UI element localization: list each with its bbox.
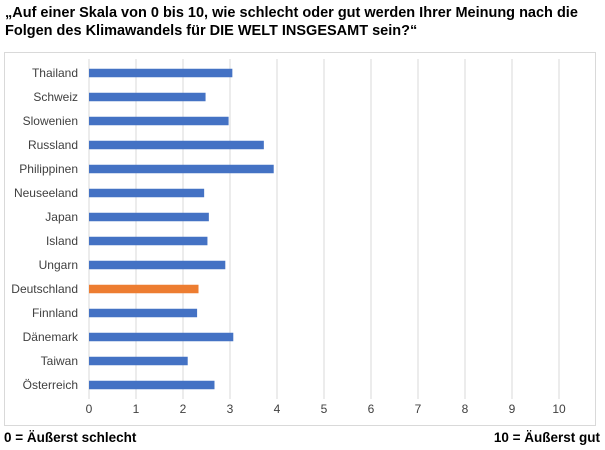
bar — [89, 68, 233, 78]
bar — [89, 140, 264, 150]
chart-title: „Auf einer Skala von 0 bis 10, wie schle… — [5, 5, 578, 39]
y-category-label: Ungarn — [39, 258, 78, 272]
y-category-label: Neuseeland — [14, 186, 78, 200]
y-category-label: Taiwan — [41, 354, 78, 368]
bar — [89, 164, 274, 174]
y-category-label: Österreich — [23, 378, 78, 392]
y-category-label: Slowenien — [23, 114, 78, 128]
bar — [89, 188, 205, 198]
y-category-label: Finnland — [32, 306, 78, 320]
bar — [89, 116, 229, 126]
chart-area: 0 1 2 3 4 5 6 7 8 9 10 Thailand Schweiz Slowenien Russ… — [4, 52, 596, 426]
bar — [89, 308, 198, 318]
scale-min-label: 0 = Äußerst schlecht — [4, 430, 137, 445]
x-tick-label: 5 — [321, 402, 328, 416]
bar — [89, 92, 206, 102]
y-category-label: Schweiz — [33, 90, 78, 104]
bar-chart: 0 1 2 3 4 5 6 7 8 9 10 Thailand Schweiz Slowenien Russ… — [11, 59, 566, 416]
x-tick-label: 0 — [86, 402, 93, 416]
x-tick-label: 2 — [180, 402, 187, 416]
y-category-label: Philippinen — [19, 162, 78, 176]
y-category-label: Deutschland — [11, 282, 78, 296]
x-tick-label: 6 — [368, 402, 375, 416]
scale-max-label: 10 = Äußerst gut — [493, 430, 600, 445]
x-tick-label: 8 — [462, 402, 469, 416]
bar — [89, 260, 226, 270]
y-category-label: Island — [46, 234, 78, 248]
y-category-label: Dänemark — [23, 330, 79, 344]
y-category-label: Japan — [45, 210, 78, 224]
bar — [89, 380, 215, 390]
bar — [89, 284, 199, 294]
x-tick-label: 7 — [415, 402, 422, 416]
bar — [89, 212, 209, 222]
y-category-label: Russland — [28, 138, 78, 152]
x-tick-label: 9 — [509, 402, 516, 416]
bar — [89, 332, 234, 342]
x-tick-label: 3 — [227, 402, 234, 416]
x-tick-label: 1 — [133, 402, 140, 416]
x-tick-label: 10 — [552, 402, 566, 416]
bar — [89, 236, 208, 246]
x-tick-label: 4 — [274, 402, 281, 416]
y-category-label: Thailand — [32, 66, 78, 80]
bar — [89, 356, 188, 366]
